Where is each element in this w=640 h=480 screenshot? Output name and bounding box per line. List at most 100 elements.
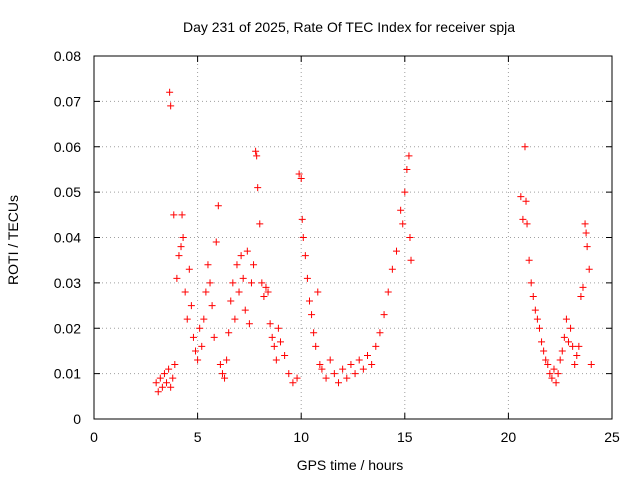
data-points bbox=[152, 88, 595, 396]
data-point-marker bbox=[351, 370, 359, 378]
data-point-marker bbox=[326, 356, 334, 364]
data-point-marker bbox=[169, 374, 177, 382]
data-point-marker bbox=[252, 147, 260, 155]
data-point-marker bbox=[322, 374, 330, 382]
data-point-marker bbox=[281, 351, 289, 359]
data-point-marker bbox=[397, 206, 405, 214]
data-point-marker bbox=[334, 379, 342, 387]
data-point-marker bbox=[548, 374, 556, 382]
data-point-marker bbox=[314, 288, 322, 296]
data-point-marker bbox=[262, 283, 270, 291]
data-point-marker bbox=[531, 306, 539, 314]
data-point-marker bbox=[241, 306, 249, 314]
data-point-marker bbox=[533, 315, 541, 323]
axis-tick-labels: 0 5 10 15 20 25 0 0.01 0.02 0.03 0.04 0.05 0.06 0.07 0… bbox=[54, 48, 620, 445]
data-point-marker bbox=[276, 338, 284, 346]
data-point-marker bbox=[160, 370, 168, 378]
data-point-marker bbox=[175, 252, 183, 260]
y-axis-label: ROTI / TECUs bbox=[5, 195, 21, 285]
data-point-marker bbox=[318, 365, 326, 373]
data-point-marker bbox=[405, 152, 413, 160]
data-point-marker bbox=[355, 356, 363, 364]
data-point-marker bbox=[519, 215, 527, 223]
data-point-marker bbox=[152, 379, 160, 387]
data-point-marker bbox=[233, 261, 241, 269]
x-tick-label: 20 bbox=[501, 429, 517, 445]
data-point-marker bbox=[177, 243, 185, 251]
data-point-marker bbox=[210, 333, 218, 341]
data-point-marker bbox=[303, 274, 311, 282]
data-point-marker bbox=[260, 292, 268, 300]
data-point-marker bbox=[166, 88, 174, 96]
data-point-marker bbox=[407, 256, 415, 264]
data-point-marker bbox=[316, 361, 324, 369]
data-point-marker bbox=[573, 351, 581, 359]
data-point-marker bbox=[196, 324, 204, 332]
data-point-marker bbox=[368, 361, 376, 369]
data-point-marker bbox=[560, 333, 568, 341]
data-point-marker bbox=[376, 329, 384, 337]
data-point-marker bbox=[183, 315, 191, 323]
y-tick-label: 0.08 bbox=[54, 48, 81, 64]
x-tick-label: 0 bbox=[90, 429, 98, 445]
data-point-marker bbox=[299, 234, 307, 241]
y-tick-label: 0.07 bbox=[54, 93, 81, 109]
data-point-marker bbox=[163, 379, 171, 387]
data-point-marker bbox=[562, 315, 570, 323]
data-point-marker bbox=[200, 315, 208, 323]
data-point-marker bbox=[194, 356, 202, 364]
data-point-marker bbox=[399, 220, 407, 228]
y-tick-label: 0.05 bbox=[54, 184, 81, 200]
x-tick-label: 25 bbox=[604, 429, 620, 445]
data-point-marker bbox=[582, 229, 590, 237]
data-point-marker bbox=[270, 342, 278, 350]
data-point-marker bbox=[567, 324, 575, 332]
data-point-marker bbox=[266, 320, 274, 328]
data-point-marker bbox=[167, 102, 175, 110]
data-point-marker bbox=[535, 324, 543, 332]
data-point-marker bbox=[525, 256, 533, 264]
data-point-marker bbox=[403, 165, 411, 173]
data-point-marker bbox=[179, 234, 187, 241]
x-tick-label: 15 bbox=[397, 429, 413, 445]
data-point-marker bbox=[401, 188, 409, 196]
data-point-marker bbox=[253, 152, 261, 160]
data-point-marker bbox=[388, 265, 396, 273]
y-tick-label: 0.02 bbox=[54, 320, 81, 336]
data-point-marker bbox=[239, 274, 247, 282]
data-point-marker bbox=[297, 175, 305, 183]
data-point-marker bbox=[308, 311, 316, 319]
data-point-marker bbox=[301, 252, 309, 260]
data-point-marker bbox=[542, 356, 550, 364]
data-point-marker bbox=[225, 329, 233, 337]
data-point-marker bbox=[293, 374, 301, 382]
data-point-marker bbox=[204, 261, 212, 269]
data-point-marker bbox=[247, 279, 255, 287]
data-point-marker bbox=[192, 347, 200, 355]
data-point-marker bbox=[289, 379, 297, 387]
data-point-marker bbox=[245, 320, 253, 328]
x-tick-label: 10 bbox=[293, 429, 309, 445]
data-point-marker bbox=[250, 261, 258, 269]
data-point-marker bbox=[393, 247, 401, 255]
data-point-marker bbox=[587, 361, 595, 369]
data-point-marker bbox=[585, 265, 593, 273]
data-point-marker bbox=[359, 365, 367, 373]
data-point-marker bbox=[254, 184, 262, 192]
data-point-marker bbox=[165, 365, 173, 373]
data-point-marker bbox=[178, 211, 186, 219]
data-point-marker bbox=[206, 279, 214, 287]
data-point-marker bbox=[208, 302, 216, 310]
data-point-marker bbox=[181, 288, 189, 296]
data-point-marker bbox=[558, 347, 566, 355]
data-point-marker bbox=[173, 274, 181, 282]
data-point-marker bbox=[330, 370, 338, 378]
y-tick-label: 0.06 bbox=[54, 139, 81, 155]
data-point-marker bbox=[305, 297, 313, 305]
data-point-marker bbox=[571, 361, 579, 369]
data-point-marker bbox=[310, 329, 318, 337]
data-point-marker bbox=[544, 361, 552, 369]
data-point-marker bbox=[214, 202, 222, 210]
data-point-marker bbox=[517, 193, 525, 201]
